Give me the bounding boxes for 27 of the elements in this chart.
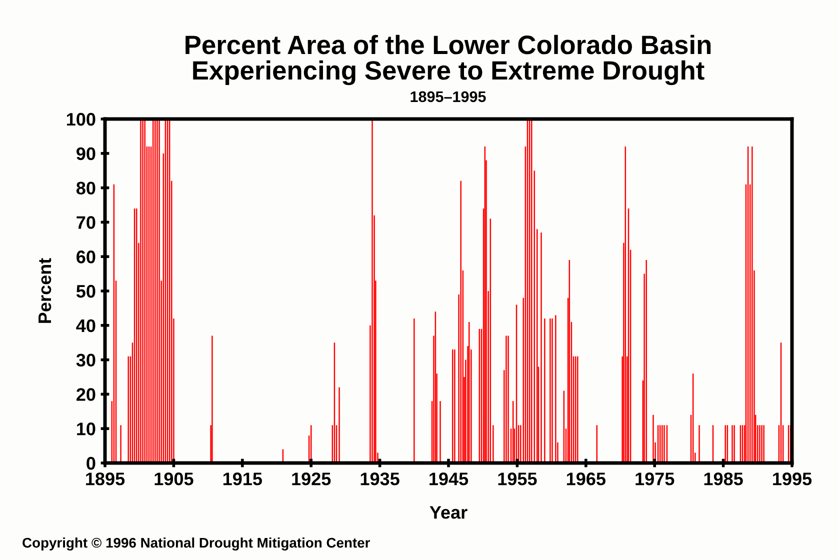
y-tick-label: 60 <box>76 250 96 264</box>
y-tick-label: 100 <box>66 112 96 126</box>
y-tick-label: 0 <box>86 456 96 470</box>
x-tick-label: 1945 <box>430 472 468 486</box>
x-tick-label: 1905 <box>154 472 194 486</box>
y-tick-label: 40 <box>76 319 96 332</box>
x-tick-label: 1915 <box>223 472 262 486</box>
y-tick-label: 30 <box>76 354 96 367</box>
x-axis-title: Year <box>430 506 468 519</box>
y-tick-label: 90 <box>76 147 96 160</box>
x-tick-label: 1995 <box>773 472 812 486</box>
x-tick-label: 1895 <box>86 472 125 486</box>
y-axis-title: Percent <box>38 258 52 323</box>
chart-title: Percent Area of the Lower Colorado Basin Experiencing Severe to Extreme Drought <box>186 34 711 86</box>
y-tick-label: 80 <box>76 182 96 195</box>
chart-subtitle: 1895–1995 <box>410 91 486 102</box>
x-tick-label: 1975 <box>636 472 674 486</box>
y-tick-label: 10 <box>77 422 96 436</box>
x-tick-label: 1955 <box>498 472 537 486</box>
y-tick-label: 70 <box>76 216 96 229</box>
text: Copyright © 1996 National Drought Mitigation Center <box>22 537 370 551</box>
x-tick-label: 1925 <box>292 472 331 486</box>
y-tick-label: 20 <box>76 388 96 401</box>
x-tick-label: 1935 <box>360 472 400 486</box>
x-tick-label: 1965 <box>566 472 606 486</box>
y-tick-label: 50 <box>76 284 96 298</box>
x-tick-label: 1985 <box>704 472 743 486</box>
